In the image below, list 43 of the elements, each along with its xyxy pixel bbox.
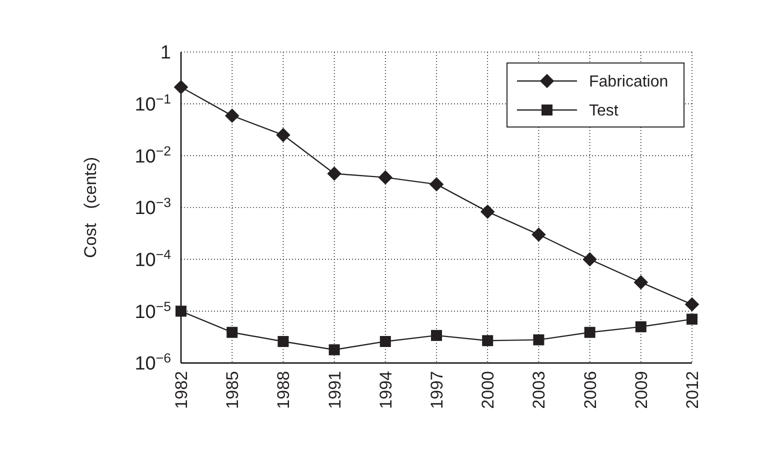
x-tick-label: 1997 [427,371,446,409]
y-axis-title: Cost (cents) [81,156,100,258]
point [276,128,290,142]
point [378,170,393,185]
x-tick-label: 1982 [172,371,191,409]
point [533,334,544,346]
y-tick-label: 10$^{−1}$ [134,90,171,116]
point [684,297,700,312]
legend-label: Fabrication [589,74,668,91]
point [174,80,188,94]
x-tick-label: 1985 [223,371,242,409]
point [429,177,444,192]
point [482,335,494,346]
y-tick-label: 10$^{−2}$ [134,142,171,168]
point [582,252,597,266]
point [532,227,546,242]
point [328,344,340,356]
point [480,204,495,219]
y-tick-label: 10$^{−4}$ [134,246,171,271]
point [278,336,289,347]
x-tick-label: 2009 [632,371,651,409]
point [327,166,342,181]
y-tick-label: 10$^{−6}$ [134,350,171,375]
x-tick-label: 2006 [580,371,600,409]
y-tick-label: 1 [160,42,171,64]
x-tick-label: 1991 [325,371,344,409]
x-tick-label: 2003 [530,371,549,409]
point [380,336,391,347]
point [635,321,646,332]
point [176,306,186,317]
x-tick-label: 2012 [682,371,702,409]
point [226,326,238,338]
y-tick-label: 10$^{−5}$ [134,298,171,323]
point [686,314,698,325]
point [224,108,240,123]
point [634,275,648,290]
legend-label: Test [589,102,619,120]
x-tick-label: 2000 [478,371,498,409]
x-tick-label: 1994 [376,371,396,409]
point [431,330,442,341]
y-tick-label: 10$^{−3}$ [134,194,171,220]
point [584,326,596,338]
x-tick-label: 1988 [274,371,294,409]
